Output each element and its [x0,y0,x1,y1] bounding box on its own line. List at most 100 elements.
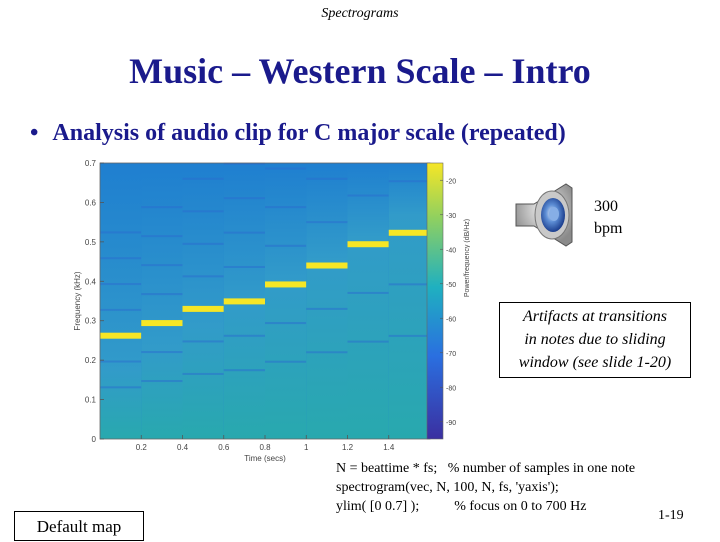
note-fundamental-band [182,305,224,312]
note-fundamental-band [265,281,307,288]
x-tick-label: 1.2 [342,443,354,452]
tempo-label: 300 bpm [594,196,622,240]
note-segment [347,163,389,439]
artifact-note-line: in notes due to sliding [524,331,666,348]
y-tick-label: 0.5 [85,238,97,247]
harmonic-band [306,221,348,224]
colorbar-tick-label: -50 [446,282,456,289]
harmonic-band [182,177,224,180]
harmonic-band [265,167,307,170]
harmonic-band [223,197,265,200]
harmonic-band [141,293,183,296]
note-fundamental-band [388,229,430,236]
harmonic-band [306,177,348,180]
x-tick-label: 0.6 [218,443,230,452]
harmonic-band [265,322,307,325]
harmonic-band [100,231,142,234]
speaker-icon[interactable] [512,180,592,250]
harmonic-band [141,380,183,383]
colorbar-tick-label: -90 [446,420,456,427]
harmonic-band [141,264,183,267]
y-tick-label: 0 [92,435,97,444]
harmonic-band [223,231,265,234]
harmonic-band [265,360,307,363]
harmonic-band [100,386,142,389]
note-segment [182,163,224,439]
note-segment [388,163,430,439]
harmonic-band [223,334,265,337]
code-block: N = beattime * fs; % number of samples i… [336,459,635,516]
slide-title: Music – Western Scale – Intro [129,51,591,91]
note-segment [265,163,307,439]
section-header: Spectrograms [321,6,399,21]
harmonic-band [347,340,389,343]
tempo-value: 300 [594,198,618,215]
x-axis-label: Time (secs) [244,454,286,463]
colorbar-tick-label: -80 [446,385,456,392]
spectrogram-chart: 0 0.1 0.2 0.3 0.4 0.5 0.6 0.7 0.2 0.4 0.6 0.8 1 1.2 1.… [73,159,470,463]
default-map-button[interactable]: Default map [14,511,144,541]
note-segment [100,163,142,439]
harmonic-band [388,334,430,337]
colorbar-tick-label: -70 [446,351,456,358]
note-segment [306,163,348,439]
y-tick-label: 0.3 [85,317,97,326]
artifact-note-line: Artifacts at transitions [522,308,667,325]
harmonic-band [388,180,430,183]
colorbar-tick-label: -20 [446,178,456,185]
harmonic-band [306,351,348,354]
note-fundamental-band [223,298,265,305]
x-tick-label: 0.8 [259,443,271,452]
harmonic-band [141,206,183,209]
harmonic-band [347,291,389,294]
colorbar [426,162,444,440]
harmonic-band [182,242,224,245]
code-line: ylim( [0 0.7] ); % focus on 0 to 700 Hz [336,499,587,514]
y-tick-label: 0.4 [85,277,97,286]
harmonic-band [141,235,183,238]
harmonic-band [182,275,224,278]
note-fundamental-band [347,241,389,248]
y-tick-label: 0.7 [85,159,97,168]
x-tick-label: 1 [304,443,309,452]
colorbar-tick-label: -30 [446,213,456,220]
artifact-note-line: window (see slide 1-20) [518,354,672,371]
harmonic-band [100,257,142,260]
note-segment [141,163,183,439]
note-fundamental-band [100,332,142,339]
colorbar-tick-label: -60 [446,316,456,323]
y-tick-label: 0.2 [85,356,97,365]
artifact-note-box: Artifacts at transitions in notes due to… [499,302,691,378]
harmonic-band [182,340,224,343]
harmonic-band [223,265,265,268]
code-line: spectrogram(vec, N, 100, N, fs, 'yaxis')… [336,480,559,495]
y-tick-label: 0.6 [85,198,97,207]
harmonic-band [347,194,389,197]
harmonic-band [223,162,265,165]
harmonic-band [141,351,183,354]
colorbar-tick-label: -40 [446,247,456,254]
harmonic-band [265,206,307,209]
bullet-point: • Analysis of audio clip for C major scal… [30,120,566,147]
colorbar-label: Power/frequency (dB/Hz) [464,219,470,297]
x-tick-label: 0.4 [177,443,189,452]
harmonic-band [223,369,265,372]
bullet-text: Analysis of audio clip for C major scale… [52,120,566,146]
harmonic-band [306,307,348,310]
note-fundamental-band [306,262,348,269]
bullet-icon: • [30,120,39,146]
harmonic-band [100,360,142,363]
x-tick-label: 0.2 [136,443,148,452]
x-tick-label: 1.4 [383,443,395,452]
y-tick-label: 0.1 [85,396,97,405]
harmonic-band [182,210,224,213]
harmonic-band [182,372,224,375]
harmonic-band [265,244,307,247]
tempo-unit: bpm [594,220,623,237]
harmonic-band [388,283,430,286]
harmonic-band [100,308,142,311]
y-axis-label: Frequency (kHz) [73,271,82,330]
code-line: N = beattime * fs; % number of samples i… [336,461,636,476]
note-fundamental-band [141,320,183,327]
harmonic-band [100,283,142,286]
